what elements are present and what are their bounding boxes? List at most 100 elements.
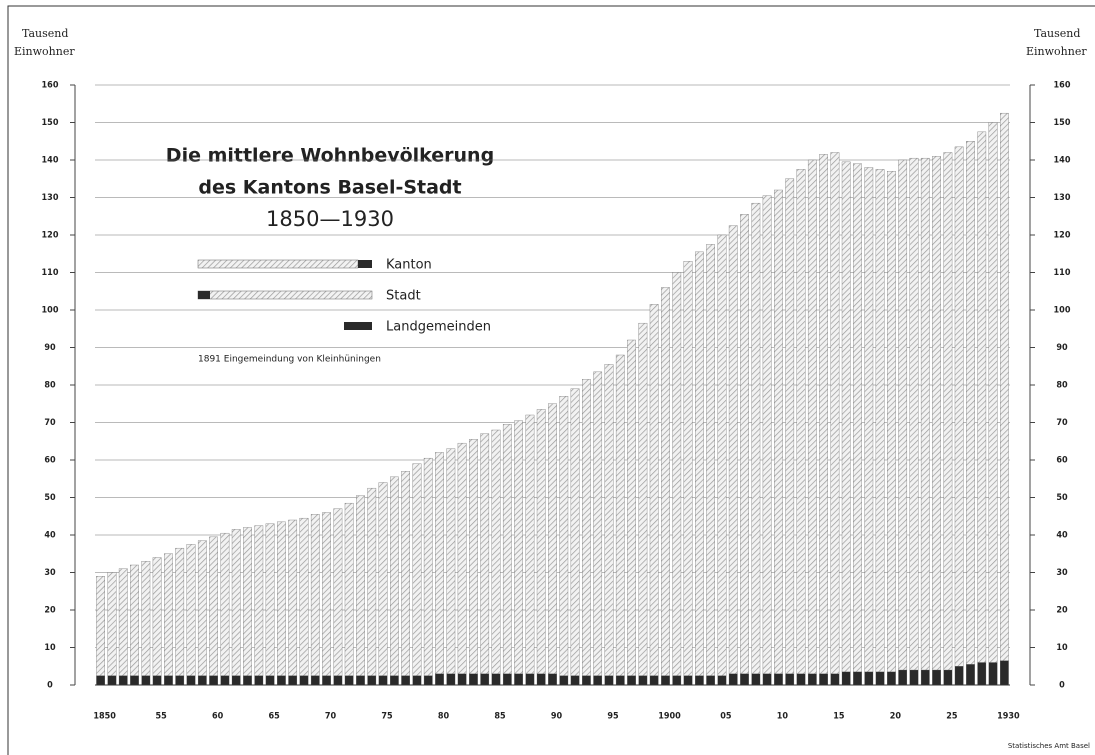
y-tick-label: 60: [44, 456, 56, 466]
bar-stadt: [593, 371, 603, 676]
bar-stadt: [898, 159, 908, 671]
bar-landgemeinden: [457, 673, 467, 686]
bar-stadt: [390, 476, 399, 676]
bar-landgemeinden: [954, 666, 964, 686]
bar-landgemeinden: [988, 662, 998, 686]
bar-landgemeinden: [356, 675, 365, 686]
bar-stadt: [683, 261, 693, 676]
bar-stadt: [559, 396, 569, 676]
bar-stadt: [423, 457, 433, 676]
bar-stadt: [853, 163, 862, 673]
bar-stadt: [220, 532, 230, 676]
bar-stadt: [322, 512, 331, 676]
legend-swatch: [197, 259, 359, 269]
y-tick-label: 20: [44, 606, 56, 616]
bar-landgemeinden: [864, 671, 874, 686]
bar-landgemeinden: [943, 669, 953, 686]
y-tick-label-right: 30: [1056, 568, 1068, 578]
bar-landgemeinden: [220, 675, 230, 686]
frame: [7, 5, 1095, 755]
bar-landgemeinden: [785, 673, 795, 686]
x-tick-label: 1900: [658, 712, 681, 722]
bar-landgemeinden: [570, 675, 580, 686]
bar-landgemeinden: [751, 673, 761, 686]
y-tick-label: 150: [42, 118, 59, 128]
bar-landgemeinden: [615, 675, 625, 686]
bar-landgemeinden: [593, 675, 603, 686]
bar-stadt: [740, 214, 749, 674]
bar-landgemeinden: [367, 675, 377, 686]
bar-landgemeinden: [412, 675, 422, 686]
bar-landgemeinden: [649, 675, 659, 686]
bar-stadt: [875, 169, 885, 673]
bar-landgemeinden: [277, 675, 286, 686]
bar-landgemeinden: [932, 669, 941, 686]
x-tick-label: 95: [607, 712, 619, 722]
bar-stadt: [435, 452, 444, 674]
bar-stadt: [932, 156, 941, 671]
bar-landgemeinden: [502, 673, 512, 686]
bar-landgemeinden: [175, 675, 185, 686]
y-tick-label: 120: [42, 231, 59, 241]
bar-landgemeinden: [96, 675, 105, 686]
y-label-right: Einwohner: [1026, 45, 1087, 58]
x-tick-label: 65: [268, 712, 280, 722]
bar-landgemeinden: [695, 675, 704, 686]
legend-label: Kanton: [386, 258, 432, 273]
source: Statistisches Amt Basel: [1008, 742, 1090, 750]
bar-landgemeinden: [378, 675, 388, 686]
bar-stadt: [288, 519, 298, 676]
bar-stadt: [401, 471, 410, 676]
bar-stadt: [378, 482, 388, 676]
bar-stadt: [525, 414, 535, 674]
bar-landgemeinden: [830, 673, 840, 686]
bar-stadt: [265, 523, 275, 676]
bar-landgemeinden: [344, 675, 354, 686]
bar-landgemeinden: [762, 673, 772, 686]
bar-stadt: [638, 322, 648, 676]
bar-stadt: [412, 463, 422, 676]
bar-landgemeinden: [107, 675, 117, 686]
bar-stadt: [299, 517, 309, 676]
bar-landgemeinden: [604, 675, 614, 686]
bar-stadt: [819, 154, 828, 674]
bar-stadt: [728, 225, 738, 674]
bar-stadt: [1000, 112, 1009, 661]
x-tick-label: 1930: [997, 712, 1020, 722]
bar-stadt: [604, 364, 614, 676]
y-tick-label: 0: [47, 681, 53, 691]
y-tick-label-right: 20: [1056, 606, 1068, 616]
y-tick-label-right: 120: [1054, 231, 1071, 241]
y-tick-label-right: 10: [1056, 643, 1068, 653]
y-tick-label: 80: [44, 381, 56, 391]
bar-landgemeinden: [514, 673, 523, 686]
y-tick-label: 160: [42, 81, 59, 91]
y-tick-label-right: 130: [1054, 193, 1071, 203]
bar-landgemeinden: [435, 673, 444, 686]
x-tick-label: 10: [777, 712, 789, 722]
y-tick-label-right: 70: [1056, 418, 1068, 428]
bar-landgemeinden: [559, 675, 569, 686]
bar-stadt: [469, 439, 478, 674]
bar-stadt: [277, 521, 286, 676]
chart-title: 1850—1930: [266, 207, 394, 231]
x-tick-label: 05: [720, 712, 732, 722]
bar-landgemeinden: [661, 675, 670, 686]
bar-landgemeinden: [966, 664, 975, 686]
annotation: 1891 Eingemeindung von Kleinhüningen: [198, 355, 381, 365]
bar-stadt: [627, 339, 636, 676]
y-tick-label: 140: [42, 156, 59, 166]
bar-landgemeinden: [672, 675, 682, 686]
bar-stadt: [457, 442, 467, 674]
y-tick-label: 10: [44, 643, 56, 653]
bar-landgemeinden: [796, 673, 806, 686]
bar-landgemeinden: [740, 673, 749, 686]
bar-landgemeinden: [887, 671, 896, 686]
bar-stadt: [841, 161, 851, 673]
y-tick-label-right: 150: [1054, 118, 1071, 128]
bar-stadt: [774, 189, 783, 674]
bar-stadt: [491, 429, 501, 674]
x-tick-label: 85: [494, 712, 506, 722]
legend-swatch: [344, 322, 372, 330]
